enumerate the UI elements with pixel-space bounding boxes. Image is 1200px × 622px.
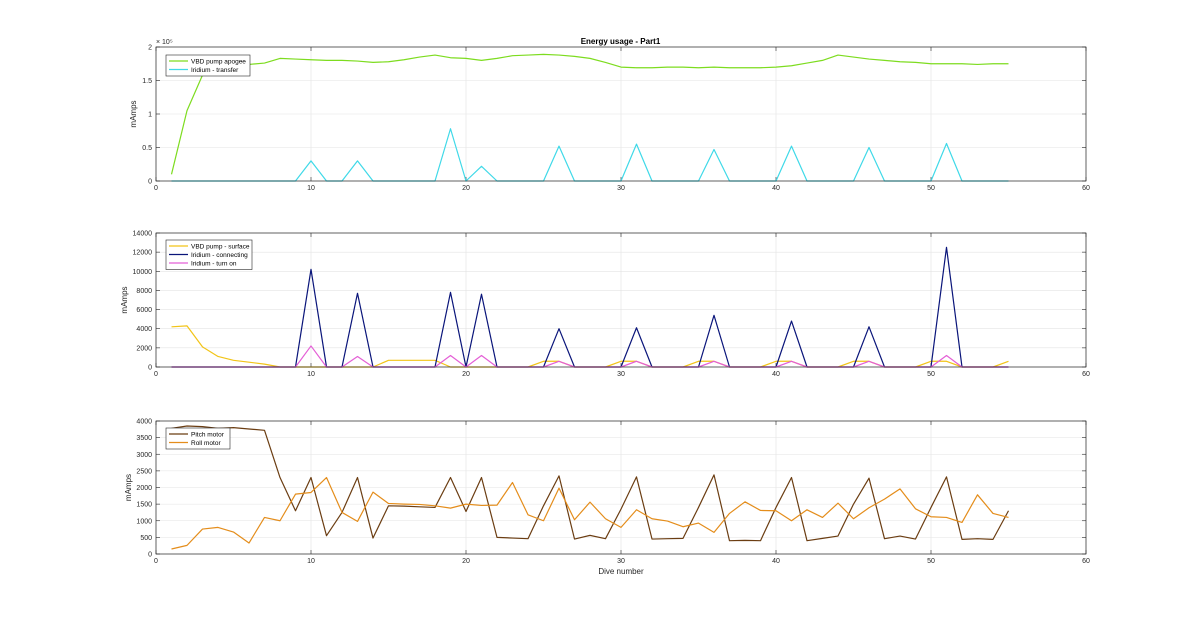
- x-tick-label: 60: [1082, 558, 1090, 565]
- legend-label: Iridium - transfer: [191, 67, 239, 74]
- legend-label: Iridium - connecting: [191, 252, 248, 259]
- legend: VBD pump - surface Iridium - connectingIr…: [165, 239, 253, 270]
- y-tick-label: 1: [148, 112, 152, 119]
- y-axis-label: mAmps: [124, 474, 133, 501]
- y-tick-label: 0: [148, 179, 152, 186]
- x-tick-label: 10: [307, 371, 315, 378]
- x-tick-label: 0: [154, 185, 158, 192]
- x-tick-label: 10: [307, 185, 315, 192]
- x-tick-label: 20: [462, 185, 470, 192]
- x-tick-label: 50: [927, 371, 935, 378]
- y-tick-label: 6000: [136, 307, 152, 314]
- y-tick-label: 3000: [136, 452, 152, 459]
- y-axis-label: mAmps: [129, 100, 138, 127]
- x-tick-label: 40: [772, 558, 780, 565]
- chart-panel-3: 0 10 20 30 40 50 60 0 500 1000 1500 2000 2500 3000 350…: [124, 419, 1090, 577]
- x-tick-label: 30: [617, 371, 625, 378]
- y-tick-label: 1500: [136, 502, 152, 509]
- series-line-vbd-pump-apogee: [170, 53, 1009, 175]
- legend-label: VBD pump apogee: [191, 58, 246, 65]
- y-tick-label: 0.5: [142, 145, 152, 152]
- x-tick-label: 60: [1082, 371, 1090, 378]
- x-tick-label: 0: [154, 371, 158, 378]
- x-tick-label: 10: [307, 558, 315, 565]
- axes-box: [155, 46, 1087, 182]
- series-line-roll-motor: [171, 476, 1009, 550]
- y-tick-label: 8000: [136, 288, 152, 295]
- figure-title: Energy usage - Part1: [581, 37, 661, 46]
- x-tick-label: 30: [617, 558, 625, 565]
- legend: Pitch motor Roll motor: [165, 427, 231, 450]
- y-tick-label: 2000: [136, 485, 152, 492]
- x-tick-label: 60: [1082, 185, 1090, 192]
- x-tick-label: 0: [154, 558, 158, 565]
- y-tick-label: 1000: [136, 518, 152, 525]
- legend-box: [165, 54, 251, 77]
- y-tick-label: 2: [148, 45, 152, 52]
- y-tick-label: 12000: [133, 250, 153, 257]
- x-tick-label: 40: [772, 185, 780, 192]
- y-tick-label: 4000: [136, 326, 152, 333]
- axes-box: [155, 232, 1087, 368]
- x-tick-label: 40: [772, 371, 780, 378]
- y-tick-label: 3500: [136, 435, 152, 442]
- y-tick-label: 1.5: [142, 78, 152, 85]
- y-tick-label: 10000: [133, 269, 153, 276]
- x-tick-label: 30: [617, 185, 625, 192]
- legend-label: Iridium - turn on: [191, 260, 237, 267]
- x-tick-label: 50: [927, 558, 935, 565]
- y-tick-label: 0: [148, 552, 152, 559]
- y-tick-label: 500: [140, 535, 152, 542]
- chart-panel-1: 0 10 20 30 40 50 60 0 0.5 1 1.5 2 × 10⁵ VBD pump apog…: [129, 39, 1090, 192]
- y-tick-label: 2000: [136, 345, 152, 352]
- y-tick-label: 2500: [136, 468, 152, 475]
- y-axis-label: mAmps: [120, 286, 129, 313]
- y-exponent-label: × 10⁵: [156, 39, 173, 46]
- axes-box: [155, 420, 1087, 555]
- legend-label: Pitch motor: [191, 431, 225, 438]
- legend: VBD pump apogee Iridium - transfer: [165, 54, 251, 77]
- legend-box: [165, 427, 231, 450]
- legend-label: Roll motor: [191, 440, 221, 447]
- series-line-pitch-motor: [171, 425, 1010, 542]
- chart-panel-2: 0 10 20 30 40 50 60 0 2000 4000 6000 8000 10000 12000…: [120, 231, 1090, 379]
- x-tick-label: 20: [462, 558, 470, 565]
- x-tick-label: 20: [462, 371, 470, 378]
- x-axis-label: Dive number: [598, 567, 644, 576]
- legend-label: VBD pump - surface: [191, 243, 250, 250]
- y-tick-label: 0: [148, 365, 152, 372]
- x-tick-label: 50: [927, 185, 935, 192]
- y-tick-label: 14000: [133, 231, 153, 238]
- y-tick-label: 4000: [136, 419, 152, 426]
